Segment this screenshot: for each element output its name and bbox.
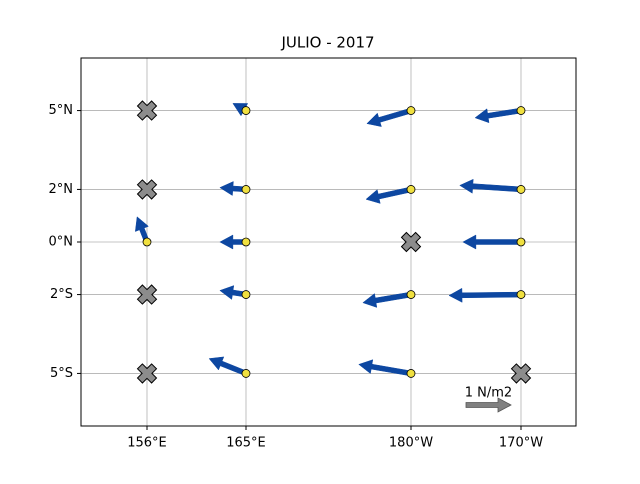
- station-point: [406, 369, 416, 378]
- vector-arrow: [459, 178, 522, 194]
- station-point: [142, 237, 152, 247]
- station-point: [406, 185, 416, 194]
- x-tick-label: 170°W: [499, 436, 543, 451]
- y-tick-label: 2°S: [50, 287, 73, 302]
- missing-marker: [136, 179, 158, 200]
- missing-marker: [136, 100, 158, 121]
- station-point: [406, 106, 416, 115]
- y-tick-label: 2°N: [49, 182, 74, 197]
- station-point: [516, 106, 526, 115]
- x-tick-label: 165°E: [226, 436, 266, 451]
- missing-marker: [510, 363, 532, 384]
- x-tick-label: 156°E: [127, 436, 167, 451]
- station-point: [241, 290, 251, 299]
- station-point: [241, 185, 251, 194]
- missing-marker: [136, 284, 158, 305]
- x-tick-label: 180°W: [389, 436, 433, 451]
- missing-marker: [136, 363, 158, 384]
- vector-arrow: [365, 186, 412, 204]
- y-tick-label: 0°N: [49, 235, 74, 250]
- station-point: [516, 185, 526, 194]
- key-arrow: [465, 397, 512, 413]
- station-point: [406, 290, 416, 299]
- vector-arrow: [462, 234, 522, 250]
- missing-marker: [400, 231, 422, 253]
- plot-frame: [80, 57, 577, 427]
- vector-arrow: [208, 356, 248, 377]
- vector-arrow: [474, 107, 522, 124]
- key-label: 1 N/m2: [465, 386, 512, 401]
- station-point: [241, 369, 251, 378]
- station-point: [516, 290, 526, 299]
- y-tick-label: 5°S: [50, 366, 73, 381]
- vector-arrow: [358, 359, 412, 377]
- station-point: [241, 237, 251, 247]
- vector-arrow: [448, 287, 522, 303]
- station-point: [516, 237, 526, 247]
- station-point: [241, 106, 251, 115]
- vector-arrow: [362, 291, 412, 308]
- y-tick-label: 5°N: [49, 103, 74, 118]
- vector-arrow: [366, 107, 413, 127]
- chart-title: JULIO - 2017: [280, 34, 374, 52]
